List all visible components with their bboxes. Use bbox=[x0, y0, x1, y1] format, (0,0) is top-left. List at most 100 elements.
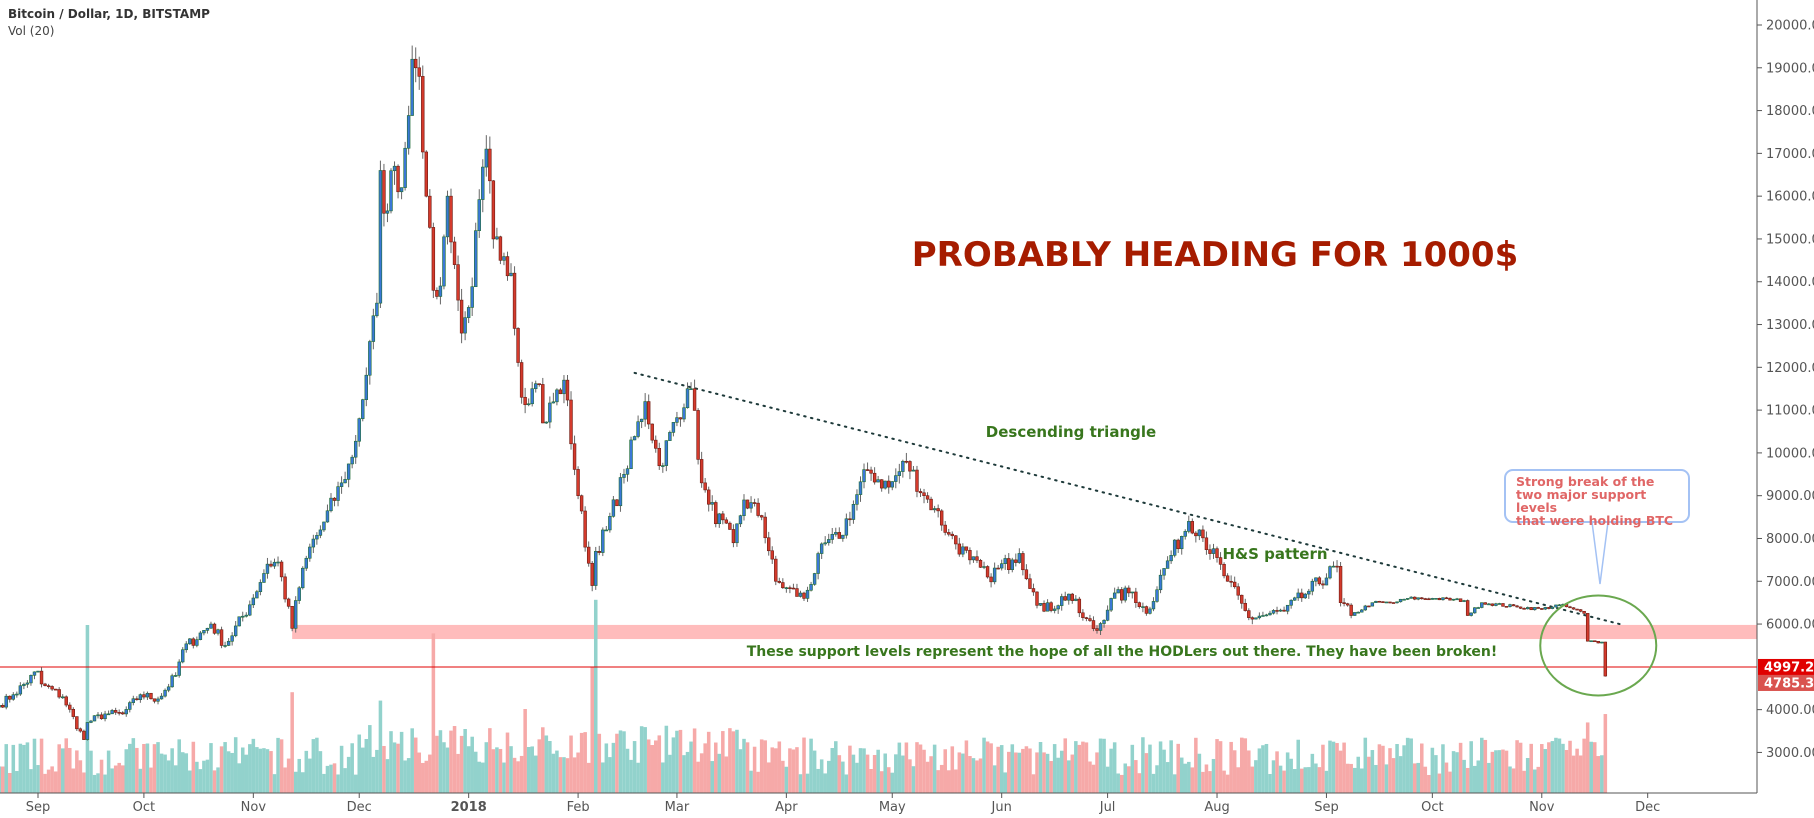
candle bbox=[855, 494, 859, 505]
volume-bar bbox=[68, 747, 72, 793]
volume-bar bbox=[795, 747, 799, 793]
volume-bar bbox=[1345, 763, 1350, 793]
volume-bar bbox=[438, 730, 443, 793]
volume-bar bbox=[1144, 753, 1149, 793]
volume-bar bbox=[1494, 750, 1498, 793]
hs-pattern-annotation: H&S pattern bbox=[1222, 545, 1328, 563]
volume-bar bbox=[1151, 773, 1156, 793]
candle bbox=[410, 58, 414, 116]
volume-bar bbox=[576, 752, 580, 793]
volume-bar bbox=[1307, 767, 1311, 793]
volume-bar bbox=[1557, 738, 1562, 793]
volume-bar bbox=[198, 769, 203, 793]
volume-bar bbox=[805, 773, 810, 793]
candle bbox=[834, 532, 838, 535]
volume-bar bbox=[1215, 739, 1219, 793]
candle bbox=[1402, 598, 1406, 601]
time-tick-label: Apr bbox=[775, 800, 798, 815]
candle bbox=[1377, 600, 1382, 603]
volume-bar bbox=[424, 760, 429, 793]
candle bbox=[534, 383, 538, 390]
volume-bar bbox=[1458, 742, 1463, 793]
candle bbox=[1271, 610, 1276, 614]
candle bbox=[830, 533, 834, 540]
volume-bar bbox=[675, 730, 679, 793]
candle bbox=[1441, 597, 1445, 601]
volume-bar bbox=[894, 754, 898, 793]
volume-bar bbox=[403, 760, 407, 793]
volume-bar bbox=[195, 761, 199, 793]
candle bbox=[731, 529, 736, 544]
candle bbox=[11, 694, 15, 700]
volume-bar bbox=[1021, 748, 1025, 793]
candle bbox=[1282, 609, 1286, 612]
candle bbox=[1458, 598, 1463, 602]
volume-bar bbox=[1112, 742, 1117, 793]
candle bbox=[255, 591, 259, 599]
volume-bar bbox=[862, 748, 866, 793]
volume-bar bbox=[1243, 738, 1248, 793]
candle bbox=[0, 705, 1, 708]
candle bbox=[1469, 612, 1473, 616]
symbol-title[interactable]: Bitcoin / Dollar, 1D, BITSTAMP bbox=[8, 7, 210, 21]
volume-bar bbox=[706, 731, 711, 793]
time-axis[interactable]: Sep Oct Nov Dec 2018 Feb Mar Apr May Jun Jul Aug Sep… bbox=[26, 793, 1661, 815]
volume-bar bbox=[459, 735, 464, 793]
candle bbox=[1204, 537, 1209, 550]
volume-bar bbox=[1024, 746, 1029, 793]
candle bbox=[357, 418, 361, 442]
candle bbox=[1571, 607, 1576, 610]
volume-bar bbox=[784, 766, 789, 793]
volume-bar bbox=[82, 772, 86, 793]
candle bbox=[424, 151, 428, 197]
volume-bar bbox=[837, 755, 842, 793]
candle bbox=[678, 417, 683, 420]
candle bbox=[1201, 529, 1205, 539]
candle bbox=[629, 439, 633, 469]
candle bbox=[738, 515, 743, 525]
volume-bar bbox=[159, 753, 164, 793]
candle bbox=[1218, 557, 1223, 565]
candle bbox=[904, 460, 909, 463]
volume-bar bbox=[1405, 737, 1410, 793]
candle bbox=[1589, 640, 1593, 643]
volume-bar bbox=[1592, 742, 1597, 793]
candle bbox=[851, 503, 856, 520]
candle bbox=[1543, 607, 1548, 610]
volume-bar bbox=[223, 742, 227, 793]
volume-bar bbox=[96, 773, 100, 793]
candle bbox=[149, 692, 153, 700]
candle bbox=[1437, 598, 1442, 601]
volume-bar bbox=[142, 743, 146, 793]
candle bbox=[1448, 597, 1452, 601]
price-tick-label: 4000.00 bbox=[1766, 703, 1814, 718]
price-axis[interactable]: 20000.00 19000.00 18000.00 17000.00 16000.00… bbox=[1757, 19, 1814, 761]
time-tick-label: Dec bbox=[1635, 800, 1660, 815]
volume-bar bbox=[53, 771, 58, 793]
candle bbox=[1434, 598, 1438, 600]
candle bbox=[96, 714, 100, 717]
volume-bar bbox=[180, 752, 185, 793]
volume-bar bbox=[1571, 755, 1576, 793]
volume-bar bbox=[315, 737, 319, 793]
price-tick-label: 11000.00 bbox=[1766, 404, 1814, 419]
volume-indicator-label[interactable]: Vol (20) bbox=[8, 24, 55, 38]
candle bbox=[639, 418, 644, 423]
volume-bar bbox=[1063, 738, 1068, 793]
candle bbox=[887, 480, 891, 488]
candle bbox=[1229, 580, 1233, 583]
volume-bar bbox=[548, 740, 552, 793]
price-tick-label: 17000.00 bbox=[1766, 147, 1814, 162]
volume-bar bbox=[1402, 745, 1406, 793]
candle bbox=[262, 573, 266, 583]
volume-bar bbox=[304, 750, 309, 793]
candle bbox=[643, 401, 647, 420]
candle bbox=[1095, 628, 1099, 631]
volume-bar bbox=[1289, 758, 1293, 793]
volume-bar bbox=[1564, 749, 1569, 793]
volume-bar bbox=[544, 735, 549, 793]
volume-bar bbox=[286, 758, 291, 793]
volume-bar bbox=[290, 692, 294, 793]
volume-bar bbox=[526, 747, 531, 793]
